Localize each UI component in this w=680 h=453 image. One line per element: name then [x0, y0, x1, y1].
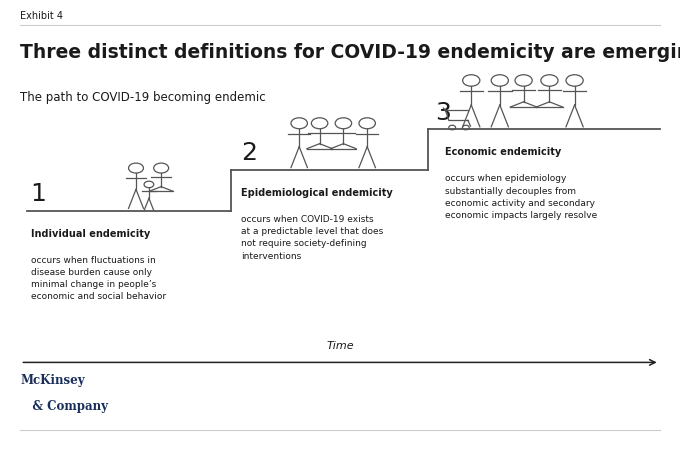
- Text: occurs when epidemiology
substantially decouples from
economic activity and seco: occurs when epidemiology substantially d…: [445, 174, 598, 220]
- Text: & Company: & Company: [20, 400, 108, 413]
- Text: occurs when COVID-19 exists
at a predictable level that does
not require society: occurs when COVID-19 exists at a predict…: [241, 215, 384, 260]
- Text: The path to COVID-19 becoming endemic: The path to COVID-19 becoming endemic: [20, 91, 266, 104]
- Text: Exhibit 4: Exhibit 4: [20, 11, 63, 21]
- Text: 3: 3: [435, 101, 451, 125]
- Text: 2: 2: [241, 141, 258, 165]
- Text: Economic endemicity: Economic endemicity: [445, 147, 562, 157]
- Text: Epidemiological endemicity: Epidemiological endemicity: [241, 188, 393, 198]
- Text: Individual endemicity: Individual endemicity: [31, 229, 150, 239]
- Text: occurs when fluctuations in
disease burden cause only
minimal change in people’s: occurs when fluctuations in disease burd…: [31, 256, 166, 301]
- Text: Time: Time: [326, 341, 354, 351]
- Text: McKinsey: McKinsey: [20, 374, 85, 387]
- Text: Three distinct definitions for COVID-19 endemicity are emerging.: Three distinct definitions for COVID-19 …: [20, 43, 680, 62]
- Text: 1: 1: [31, 182, 46, 206]
